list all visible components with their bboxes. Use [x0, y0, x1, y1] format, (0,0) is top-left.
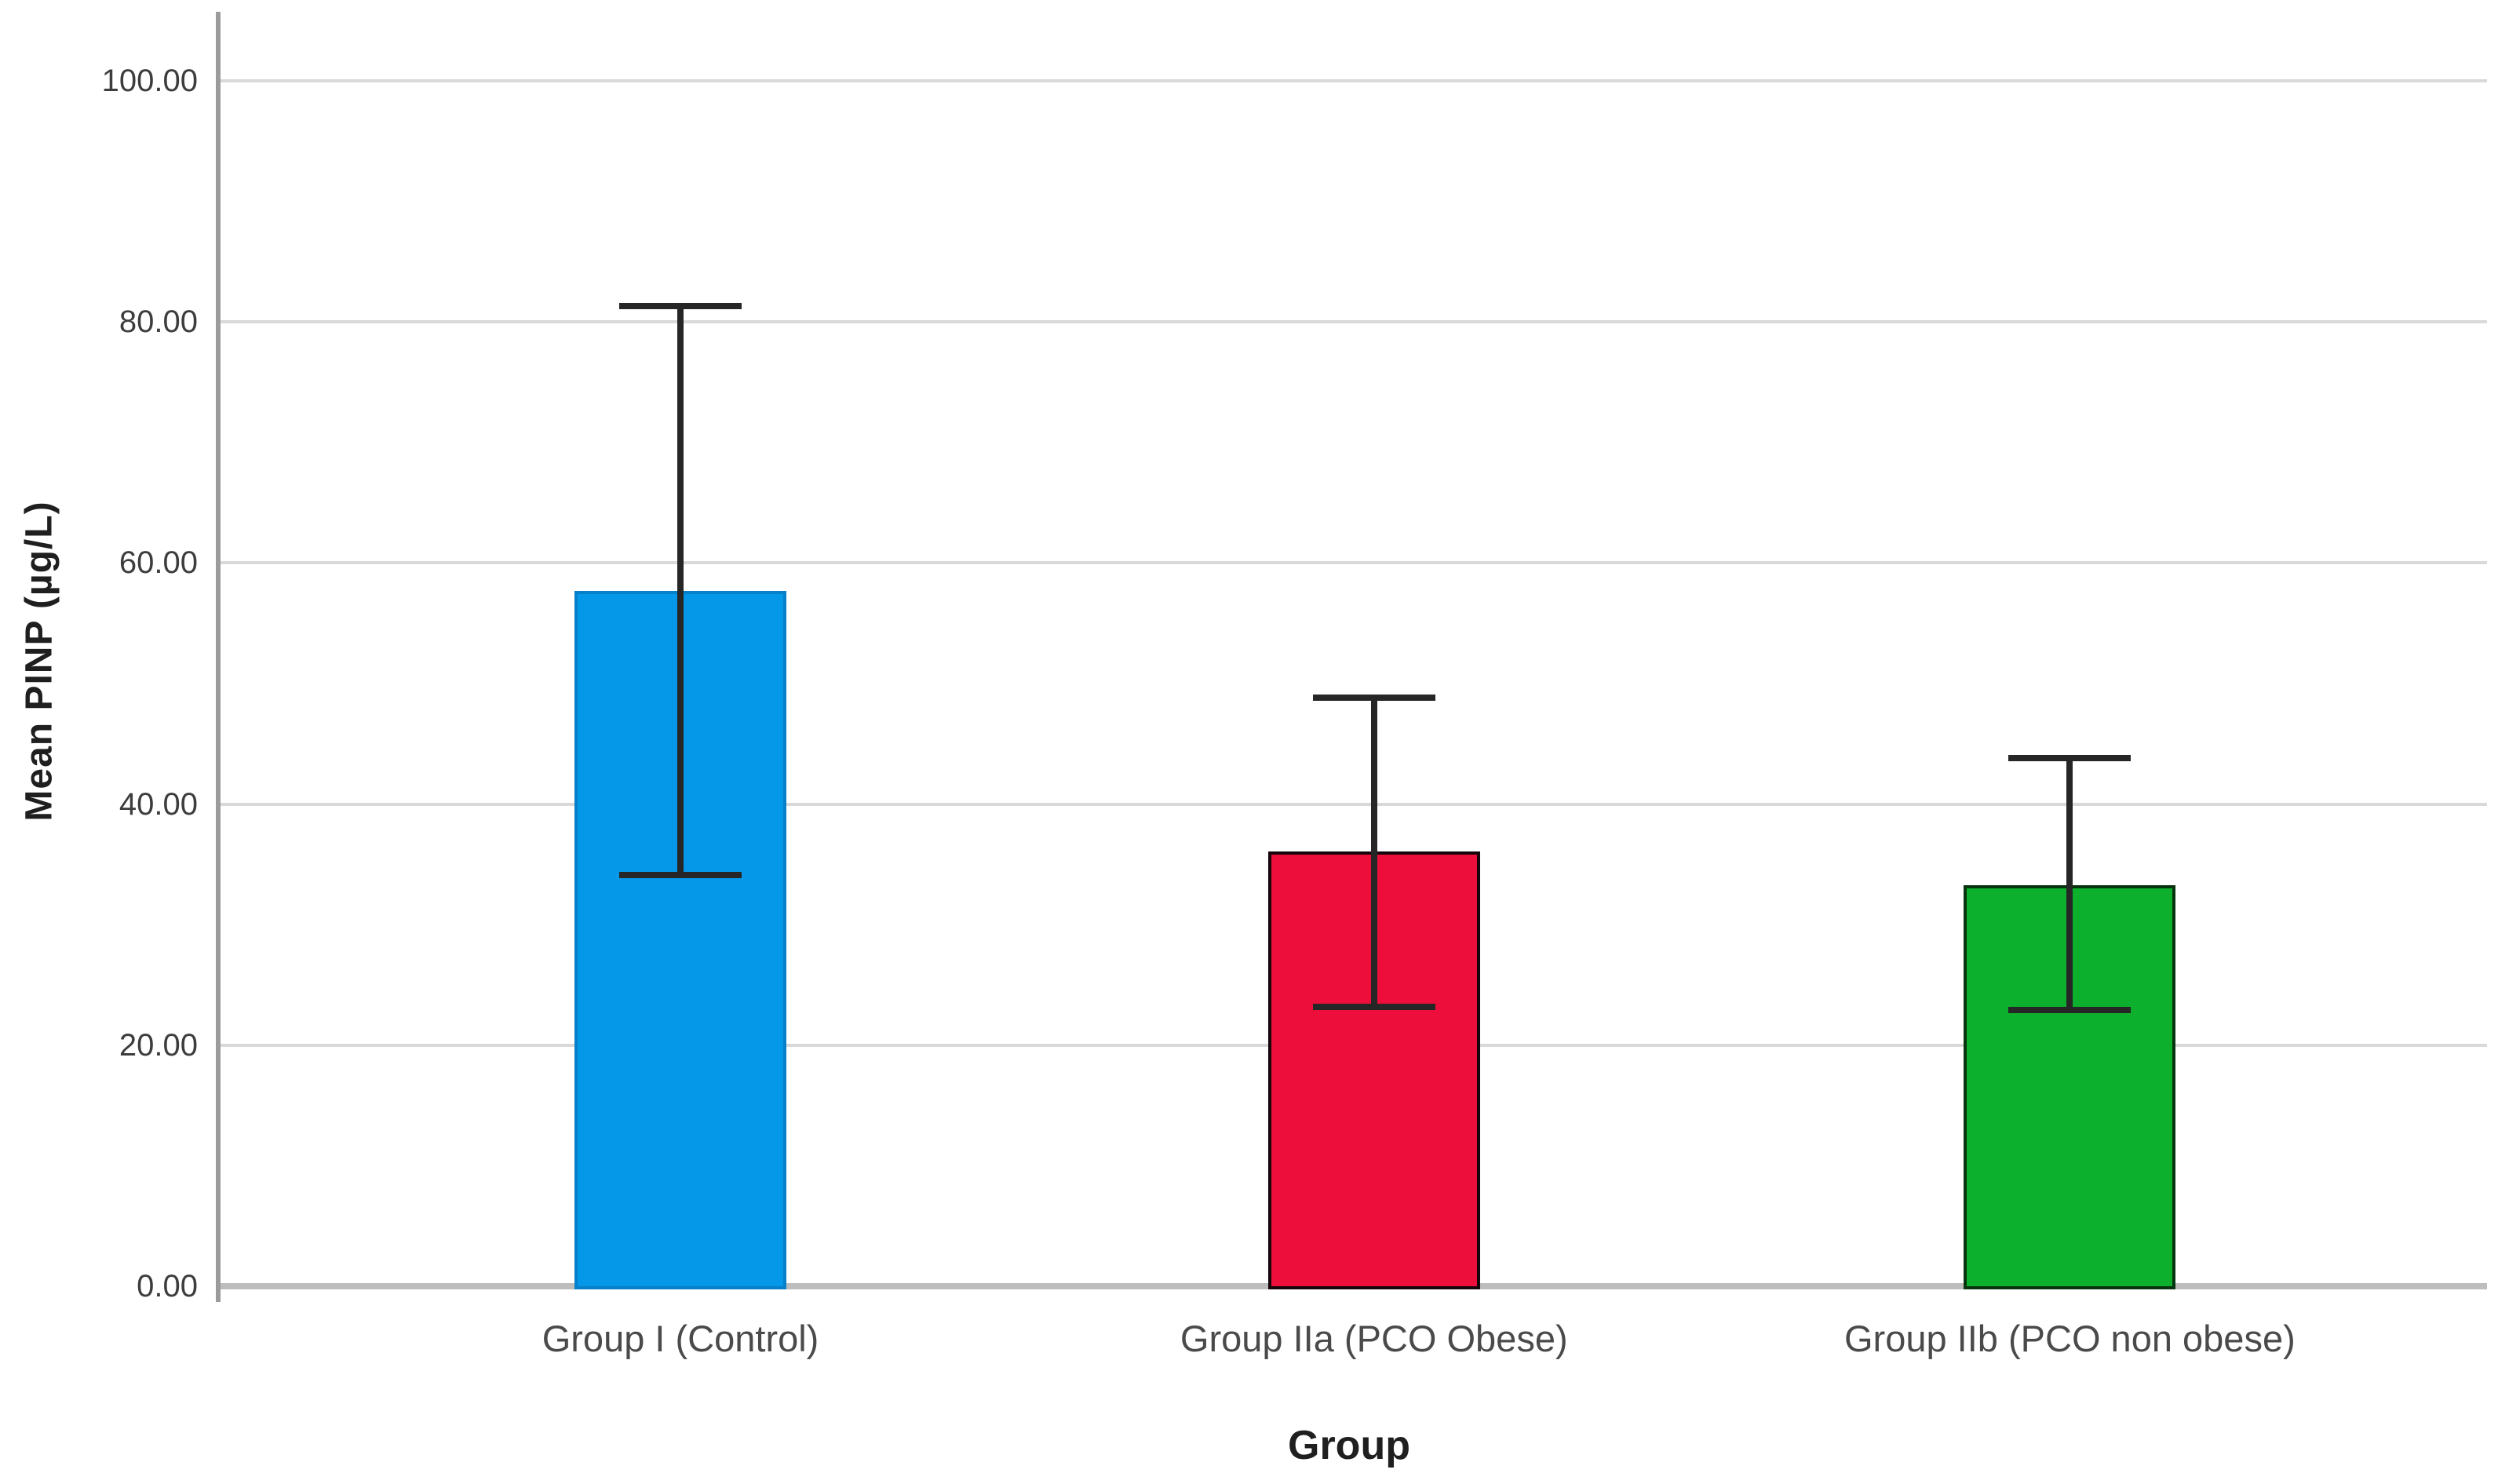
- y-tick-label: 80.00: [119, 304, 198, 340]
- x-category-label: Group IIb (PCO non obese): [1844, 1318, 2296, 1359]
- x-category-label: Group IIa (PCO Obese): [1180, 1318, 1568, 1359]
- error-bar-line: [2066, 758, 2073, 1011]
- error-bar-cap-lower: [1312, 1003, 1435, 1010]
- y-tick-label: 40.00: [119, 786, 198, 822]
- error-bar-cap-lower: [2008, 1007, 2132, 1014]
- error-bar-cap-lower: [619, 872, 742, 879]
- error-bar-cap-upper: [2008, 755, 2132, 762]
- gridline: [221, 320, 2487, 324]
- error-bar-cap-upper: [1312, 695, 1435, 702]
- y-axis-title: Mean PINP (µg/L): [18, 501, 60, 822]
- y-tick-label: 0.00: [137, 1269, 198, 1304]
- gridline: [221, 79, 2487, 82]
- gridline: [221, 802, 2487, 806]
- gridline: [221, 561, 2487, 565]
- x-axis-title: Group: [1288, 1423, 1410, 1468]
- y-tick-label: 20.00: [119, 1027, 198, 1063]
- y-tick-label: 100.00: [101, 64, 198, 98]
- x-category-label: Group I (Control): [542, 1318, 819, 1359]
- error-bar-line: [677, 306, 684, 876]
- error-bar-cap-upper: [619, 303, 742, 310]
- error-bar-line: [1370, 698, 1377, 1007]
- y-axis-stub: [216, 1286, 221, 1302]
- y-tick-label: 60.00: [119, 545, 198, 581]
